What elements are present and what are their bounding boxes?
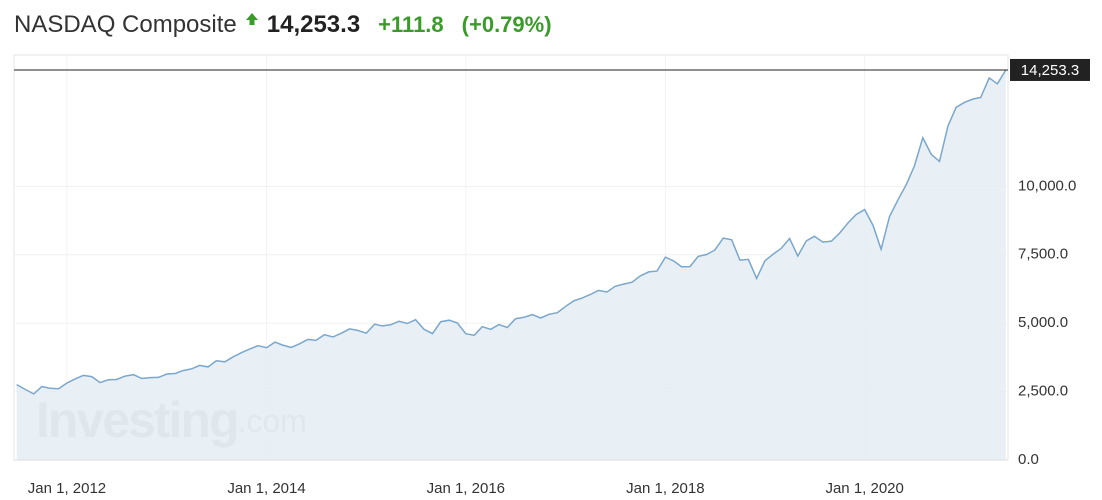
header: NASDAQ Composite 14,253.3 +111.8 (+0.79%… (14, 8, 552, 42)
x-tick-label: Jan 1, 2018 (626, 480, 704, 497)
x-tick-label: Jan 1, 2016 (427, 480, 505, 497)
last-price-box (1010, 58, 1090, 81)
area (16, 70, 1006, 460)
price: 14,253.3 (266, 11, 361, 38)
line (16, 69, 1007, 395)
x-tick-label: Jan 1, 2014 (227, 480, 305, 497)
y-tick-label: 10,000.0 (1018, 177, 1076, 194)
x-tick-label: Jan 1, 2020 (825, 480, 903, 497)
index-name: NASDAQ Composite (14, 11, 237, 38)
last-price-label: 14,253.3 (1021, 62, 1079, 79)
y-tick-label: 5,000.0 (1018, 314, 1068, 331)
change-percent: (+0.79%) (461, 12, 552, 37)
y-tick-label: 7,500.0 (1018, 246, 1068, 263)
y-tick-label: 2,500.0 (1018, 383, 1068, 400)
x-tick-label: Jan 1, 2012 (28, 480, 106, 497)
up-arrow (245, 13, 258, 25)
change: +111.8 (378, 12, 444, 37)
y-tick-label: 0.0 (1018, 451, 1039, 468)
